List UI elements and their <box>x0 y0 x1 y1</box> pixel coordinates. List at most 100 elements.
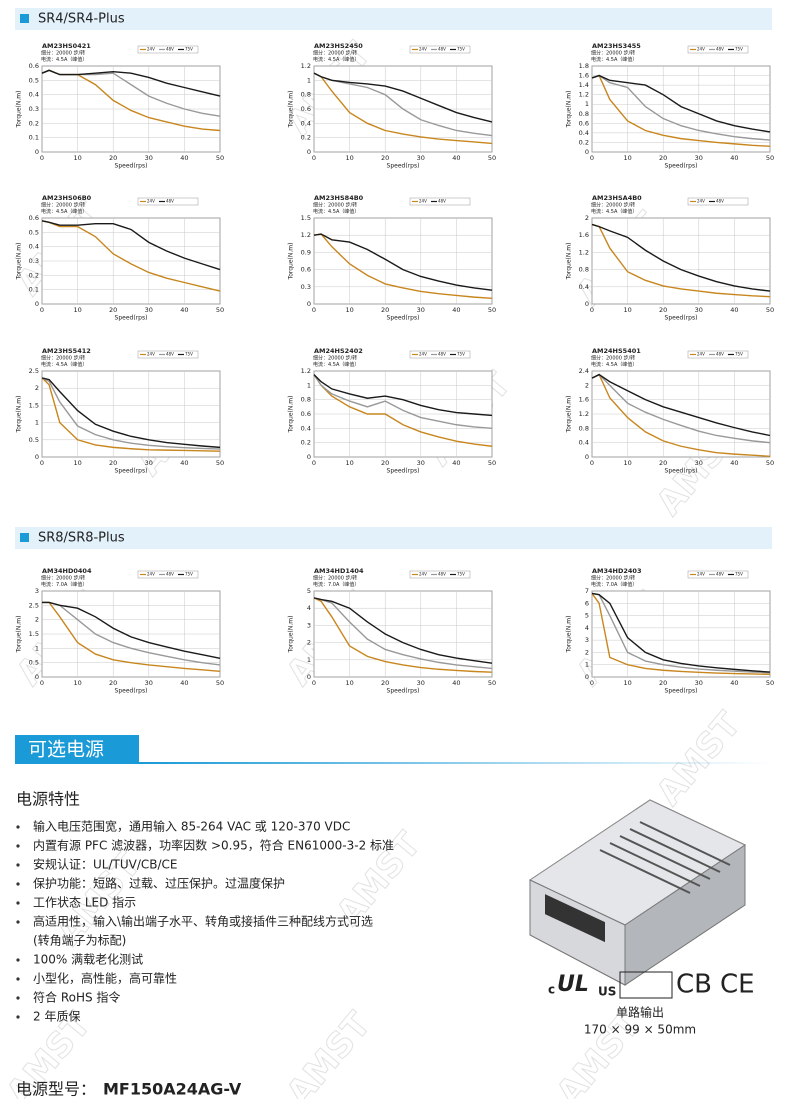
y-tick-label: 1 <box>307 381 311 389</box>
y-tick-label: 0 <box>585 673 589 681</box>
banner <box>15 735 139 764</box>
legend-box <box>687 570 749 579</box>
series-line <box>313 374 493 417</box>
x-tick-label: 20 <box>381 459 389 467</box>
x-axis-label: Speed(rps) <box>665 163 698 170</box>
y-tick-label: 2 <box>35 384 39 392</box>
y-axis-label: Torque(N.m) <box>16 616 23 654</box>
x-tick-label: 30 <box>695 679 703 687</box>
y-tick-label: 0.6 <box>29 214 39 222</box>
series-line <box>313 597 493 664</box>
legend-label: 75V <box>457 572 465 577</box>
chart-title: AM34HD2403 <box>592 567 641 575</box>
y-tick-label: 0.2 <box>29 119 39 127</box>
x-tick-label: 30 <box>417 459 425 467</box>
y-tick-label: 3 <box>585 636 589 644</box>
x-tick-label: 40 <box>452 679 460 687</box>
chart-subtitle: 细分：20000 步/转 <box>313 50 357 57</box>
legend-label: 75V <box>457 352 465 357</box>
y-tick-label: 0.4 <box>579 439 589 447</box>
y-tick-label: 0 <box>35 453 39 461</box>
chart-subtitle: 细分：20000 步/转 <box>41 355 85 362</box>
y-axis-label: Torque(N.m) <box>288 243 295 281</box>
y-tick-label: 0.5 <box>29 659 39 667</box>
y-tick-label: 0.3 <box>301 283 311 291</box>
series-line <box>591 592 771 673</box>
chart-title: AM24HS5401 <box>592 347 641 355</box>
chart-subtitle: 电流：7.0A（峰值） <box>41 581 87 588</box>
x-tick-label: 20 <box>659 679 667 687</box>
chart-subtitle: 电流：4.5A（峰值） <box>41 208 87 215</box>
bullet-text: 符合 RoHS 指令 <box>33 990 120 1005</box>
chart-title: AM23HS2450 <box>314 42 363 50</box>
series-line <box>591 373 771 457</box>
series-line <box>591 74 771 147</box>
x-tick-label: 40 <box>452 459 460 467</box>
x-tick-label: 20 <box>381 306 389 314</box>
x-axis-label: Speed(rps) <box>387 315 420 322</box>
y-tick-label: 0 <box>585 453 589 461</box>
legend-label: 48V <box>438 199 446 204</box>
banner-title: 可选电源 <box>28 739 104 761</box>
bullet-list: 输入电压范围宽，通用输入 85-264 VAC 或 120-370 VDC 内置有… <box>16 819 394 1024</box>
bullet-text: 高适用性，输入\输出端子水平、转角或接插件三种配线方式可选 <box>33 914 373 929</box>
series-line <box>313 72 493 145</box>
x-tick-label: 30 <box>695 459 703 467</box>
y-tick-label: 1 <box>307 656 311 664</box>
legend-label: 48V <box>438 352 446 357</box>
section-title: SR8/SR8-Plus <box>38 531 125 546</box>
x-tick-label: 30 <box>417 679 425 687</box>
product-image <box>528 799 747 986</box>
x-tick-label: 0 <box>40 306 44 314</box>
series-line <box>313 374 493 447</box>
cert-us: US <box>598 985 616 999</box>
y-tick-label: 1.6 <box>579 396 589 404</box>
y-tick-label: 0.8 <box>301 396 311 404</box>
x-axis-label: Speed(rps) <box>115 315 148 322</box>
y-tick-label: 0.4 <box>29 243 39 251</box>
y-tick-label: 0.8 <box>579 266 589 274</box>
y-tick-label: 0.6 <box>29 62 39 70</box>
y-axis-label: Torque(N.m) <box>288 616 295 654</box>
series-line <box>313 233 493 299</box>
x-tick-label: 30 <box>145 306 153 314</box>
x-axis-label: Speed(rps) <box>387 163 420 170</box>
chart-subtitle: 电流：4.5A（峰值） <box>313 361 359 368</box>
x-tick-label: 10 <box>623 306 631 314</box>
banner-rule <box>139 762 772 764</box>
x-tick-label: 10 <box>345 459 353 467</box>
x-axis-label: Speed(rps) <box>387 468 420 475</box>
y-tick-label: 1.5 <box>301 214 311 222</box>
heading: 电源特性 <box>16 790 80 809</box>
y-tick-label: 5 <box>585 612 589 620</box>
series-line <box>591 373 771 444</box>
x-tick-label: 40 <box>452 154 460 162</box>
x-tick-label: 50 <box>488 154 496 162</box>
legend-label: 24V <box>419 47 427 52</box>
y-axis-label: Torque(N.m) <box>566 396 573 434</box>
x-tick-label: 10 <box>345 154 353 162</box>
x-tick-label: 20 <box>659 306 667 314</box>
x-tick-label: 0 <box>590 679 594 687</box>
y-tick-label: 0 <box>35 148 39 156</box>
series-line <box>313 597 493 670</box>
x-tick-label: 10 <box>345 679 353 687</box>
bullet-dot <box>16 920 20 924</box>
legend-label: 48V <box>166 47 174 52</box>
y-tick-label: 0.2 <box>301 134 311 142</box>
series-line <box>591 74 771 133</box>
bullet-text: 2 年质保 <box>33 1010 80 1024</box>
chart-subtitle: 细分：20000 步/转 <box>313 202 357 209</box>
y-axis-label: Torque(N.m) <box>566 91 573 129</box>
y-tick-label: 1.4 <box>579 81 589 89</box>
chart-title: AM34HD1404 <box>314 567 364 575</box>
x-tick-label: 30 <box>695 306 703 314</box>
bullet-dot <box>16 825 20 829</box>
bullet-text: 保护功能：短路、过载、过压保护。过温度保护 <box>33 876 285 891</box>
chart-subtitle: 细分：20000 步/转 <box>591 355 635 362</box>
chart-title: AM34HD0404 <box>42 567 92 575</box>
y-tick-label: 2 <box>585 214 589 222</box>
y-tick-label: 0.4 <box>301 119 311 127</box>
x-tick-label: 0 <box>312 154 316 162</box>
